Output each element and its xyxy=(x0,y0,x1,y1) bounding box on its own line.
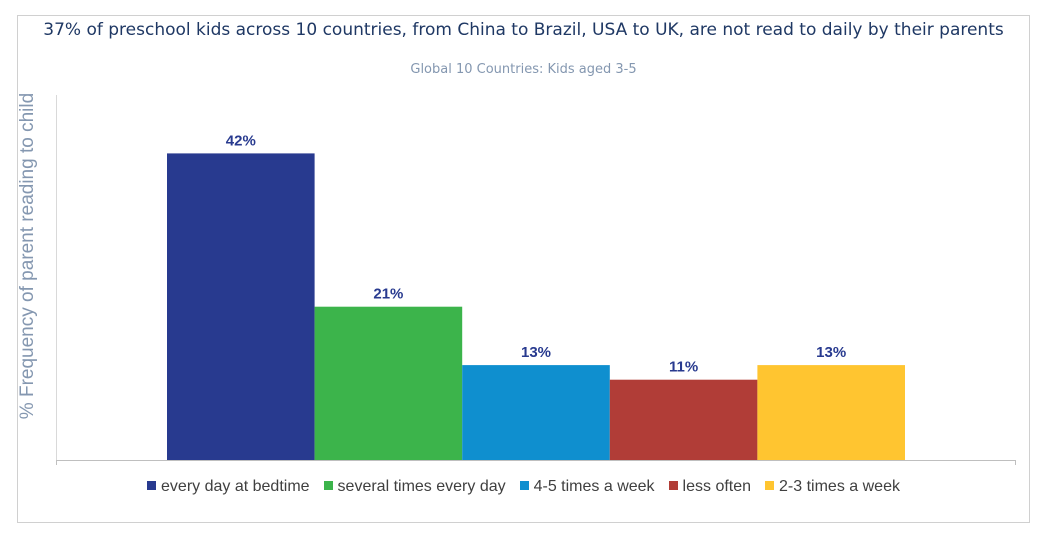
legend-label: several times every day xyxy=(337,478,506,495)
legend-item-4: less often xyxy=(668,478,752,496)
legend-item-2: several times every day xyxy=(323,478,506,496)
legend-label: every day at bedtime xyxy=(161,478,310,495)
legend-swatch xyxy=(147,481,157,491)
legend-item-5: 2-3 times a week xyxy=(765,478,900,496)
legend-label: less often xyxy=(682,478,752,495)
legend-swatch xyxy=(765,481,775,491)
legend-item-3: 4-5 times a week xyxy=(519,478,655,496)
legend-item-1: every day at bedtime xyxy=(147,478,310,496)
bar-4 xyxy=(609,379,758,460)
legend-swatch xyxy=(323,481,333,491)
bar-1 xyxy=(167,153,315,460)
legend-swatch xyxy=(668,481,678,491)
bar-5 xyxy=(757,365,905,460)
data-label-3: 13% xyxy=(521,344,551,361)
chart-subtitle: Global 10 Countries: Kids aged 3-5 xyxy=(410,62,637,77)
chart-title: 37% of preschool kids across 10 countrie… xyxy=(43,20,1004,40)
data-label-1: 42% xyxy=(226,132,256,149)
data-label-4: 11% xyxy=(669,359,698,376)
legend: every day at bedtime several times every … xyxy=(0,478,1047,496)
data-label-2: 21% xyxy=(373,286,403,303)
legend-swatch xyxy=(519,481,529,491)
bar-2 xyxy=(314,306,463,460)
legend-label: 2-3 times a week xyxy=(779,478,900,495)
data-label-5: 13% xyxy=(816,344,846,361)
bar-3 xyxy=(462,365,610,460)
legend-label: 4-5 times a week xyxy=(533,478,655,495)
